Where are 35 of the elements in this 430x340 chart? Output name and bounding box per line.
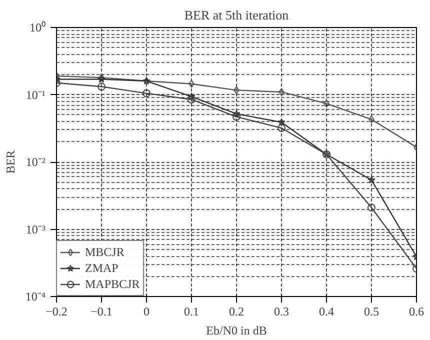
x-tick-label: −0.2: [46, 304, 68, 318]
point: [278, 88, 284, 96]
legend-label: MAPBCJR: [85, 276, 140, 292]
y-tick-label: 10⁻³: [26, 222, 46, 236]
x-tick-label: 0.5: [364, 304, 379, 318]
x-tick-label: 0.2: [229, 304, 244, 318]
point: [98, 82, 106, 91]
point: [368, 115, 374, 124]
point: [142, 89, 150, 98]
point: [234, 86, 240, 94]
point: [232, 110, 240, 118]
point: [368, 204, 376, 212]
point: [188, 92, 196, 100]
point: [232, 112, 240, 121]
x-tick-label: −0.1: [90, 304, 112, 318]
legend-label: ZMAP: [85, 260, 118, 276]
x-tick-label: 0.4: [319, 304, 334, 318]
x-tick-label: 0.3: [274, 304, 289, 318]
y-axis-title: BER: [3, 150, 18, 174]
x-axis-title: Eb/N0 in dB: [206, 324, 267, 338]
y-tick-label: 10⁰: [30, 20, 46, 34]
point: [188, 80, 194, 88]
x-tick-label: 0.6: [409, 304, 424, 318]
legend-label: MBCJR: [85, 244, 124, 260]
point: [278, 124, 286, 132]
point: [368, 176, 376, 184]
y-tick-label: 10⁻¹: [26, 88, 46, 102]
x-tick-label: 0: [144, 304, 150, 318]
chart-title: BER at 5th iteration: [184, 8, 290, 22]
point: [188, 96, 196, 104]
y-tick-label: 10⁻²: [26, 155, 46, 169]
y-tick-label: 10⁻⁴: [25, 290, 46, 304]
point: [324, 100, 330, 108]
x-tick-label: 0.1: [184, 304, 199, 318]
point: [278, 118, 286, 126]
